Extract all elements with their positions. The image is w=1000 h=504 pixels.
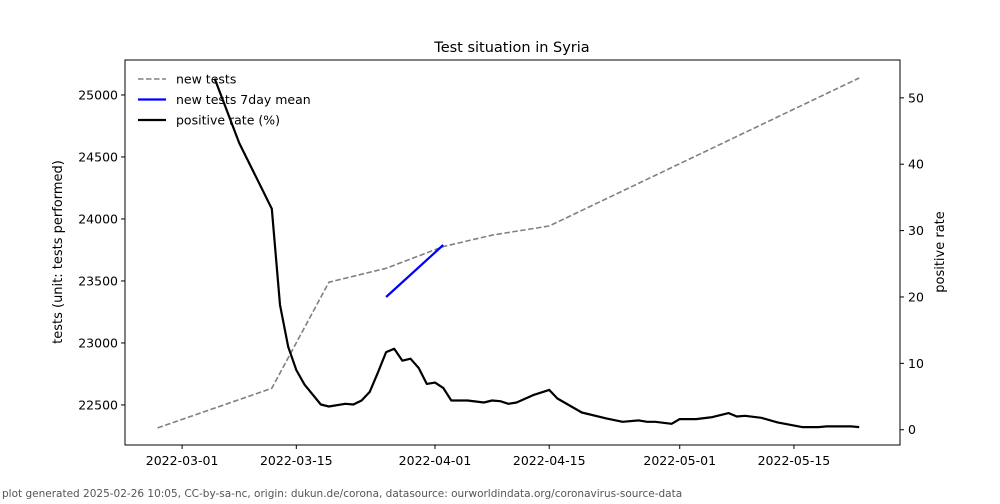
- y-tick-label: 25000: [78, 87, 118, 102]
- y2-axis-label: positive rate: [933, 211, 948, 293]
- series-layer: [158, 78, 860, 428]
- y-tick-label: 24000: [78, 211, 118, 226]
- x-tick-label: 2022-04-01: [399, 453, 472, 468]
- y-axis-label: tests (unit: tests performed): [51, 160, 66, 344]
- y2-tick-label: 0: [908, 422, 916, 437]
- x-tick-label: 2022-05-15: [758, 453, 831, 468]
- x-tick-label: 2022-03-15: [260, 453, 333, 468]
- x-tick-label: 2022-03-01: [146, 453, 219, 468]
- x-tick-label: 2022-04-15: [513, 453, 586, 468]
- y-tick-label: 24500: [78, 149, 118, 164]
- y2-tick-label: 40: [908, 157, 924, 172]
- legend-label: new tests: [176, 72, 236, 87]
- legend-label: positive rate (%): [176, 113, 280, 128]
- series-line-positive-rate-: [215, 79, 860, 428]
- y-tick-label: 23500: [78, 273, 118, 288]
- legend: new tests new tests 7day mean positive rat…: [138, 72, 311, 128]
- y2-tick-label: 50: [908, 90, 924, 105]
- y-tick-label: 22500: [78, 397, 118, 412]
- chart-title: Test situation in Syria: [433, 40, 589, 56]
- x-tick-label: 2022-05-01: [643, 453, 716, 468]
- y2-tick-label: 10: [908, 356, 924, 371]
- series-line-new-tests-7day-mean: [386, 245, 443, 297]
- y-tick-label: 23000: [78, 335, 118, 350]
- series-line-new-tests: [158, 78, 860, 428]
- y2-tick-label: 30: [908, 223, 924, 238]
- legend-label: new tests 7day mean: [176, 92, 311, 107]
- footer-text: plot generated 2025-02-26 10:05, CC-by-s…: [2, 488, 682, 500]
- y2-tick-label: 20: [908, 289, 924, 304]
